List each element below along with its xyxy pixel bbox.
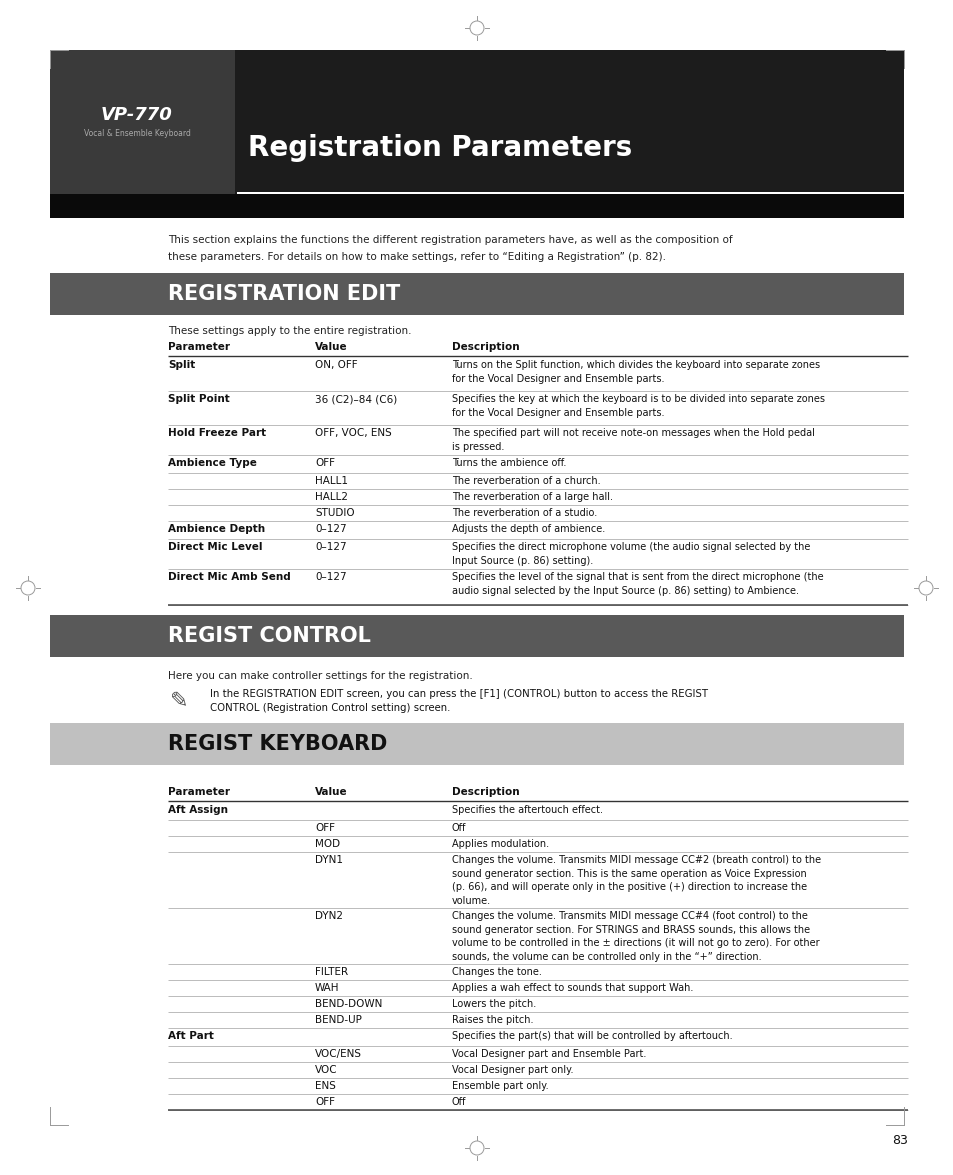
Text: 0–127: 0–127 <box>314 542 346 552</box>
Text: Vocal Designer part only.: Vocal Designer part only. <box>452 1065 573 1075</box>
Text: CONTROL (Registration Control setting) screen.: CONTROL (Registration Control setting) s… <box>210 703 450 713</box>
Text: REGIST CONTROL: REGIST CONTROL <box>168 626 371 646</box>
Text: Ambience Type: Ambience Type <box>168 458 256 468</box>
Bar <box>50 615 903 657</box>
Text: VOC/ENS: VOC/ENS <box>314 1049 361 1059</box>
Text: This section explains the functions the different registration parameters have, : This section explains the functions the … <box>168 235 732 246</box>
Text: Adjusts the depth of ambience.: Adjusts the depth of ambience. <box>452 524 604 533</box>
Text: Value: Value <box>314 787 347 797</box>
Text: Ambience Depth: Ambience Depth <box>168 524 265 533</box>
Text: VP-770: VP-770 <box>101 106 172 125</box>
Text: Parameter: Parameter <box>168 787 230 797</box>
Text: MOD: MOD <box>314 839 340 850</box>
Text: OFF: OFF <box>314 822 335 833</box>
Text: Description: Description <box>452 342 519 352</box>
Text: Specifies the key at which the keyboard is to be divided into separate zones
for: Specifies the key at which the keyboard … <box>452 394 824 417</box>
Text: The specified part will not receive note-on messages when the Hold pedal
is pres: The specified part will not receive note… <box>452 428 814 451</box>
Text: OFF: OFF <box>314 1097 335 1107</box>
Bar <box>50 194 903 219</box>
Text: Off: Off <box>452 822 466 833</box>
Text: BEND-UP: BEND-UP <box>314 1015 361 1025</box>
Text: ENS: ENS <box>314 1081 335 1092</box>
Text: Specifies the part(s) that will be controlled by aftertouch.: Specifies the part(s) that will be contr… <box>452 1030 732 1041</box>
Text: Specifies the aftertouch effect.: Specifies the aftertouch effect. <box>452 805 602 815</box>
Text: Hold Freeze Part: Hold Freeze Part <box>168 428 266 438</box>
Text: Direct Mic Amb Send: Direct Mic Amb Send <box>168 572 291 582</box>
Text: Ensemble part only.: Ensemble part only. <box>452 1081 548 1092</box>
Text: 83: 83 <box>891 1134 907 1147</box>
Text: STUDIO: STUDIO <box>314 508 355 518</box>
Text: Split: Split <box>168 360 195 370</box>
Text: these parameters. For details on how to make settings, refer to “Editing a Regis: these parameters. For details on how to … <box>168 251 665 262</box>
Text: Vocal & Ensemble Keyboard: Vocal & Ensemble Keyboard <box>84 128 191 137</box>
Text: REGIST KEYBOARD: REGIST KEYBOARD <box>168 734 387 754</box>
Text: The reverberation of a studio.: The reverberation of a studio. <box>452 508 597 518</box>
Text: Here you can make controller settings for the registration.: Here you can make controller settings fo… <box>168 671 473 682</box>
Bar <box>50 273 903 315</box>
Text: Raises the pitch.: Raises the pitch. <box>452 1015 533 1025</box>
Text: BEND-DOWN: BEND-DOWN <box>314 999 382 1009</box>
Text: Changes the tone.: Changes the tone. <box>452 967 541 976</box>
Text: Turns on the Split function, which divides the keyboard into separate zones
for : Turns on the Split function, which divid… <box>452 360 820 383</box>
Text: 0–127: 0–127 <box>314 572 346 582</box>
Text: Split Point: Split Point <box>168 394 230 404</box>
Text: ✎: ✎ <box>170 691 189 711</box>
Text: HALL2: HALL2 <box>314 492 348 502</box>
Text: The reverberation of a church.: The reverberation of a church. <box>452 476 600 486</box>
Text: Registration Parameters: Registration Parameters <box>248 134 632 162</box>
Text: The reverberation of a large hall.: The reverberation of a large hall. <box>452 492 613 502</box>
Text: These settings apply to the entire registration.: These settings apply to the entire regis… <box>168 325 411 336</box>
Text: DYN1: DYN1 <box>314 855 343 865</box>
Text: Parameter: Parameter <box>168 342 230 352</box>
Bar <box>50 51 903 219</box>
Text: WAH: WAH <box>314 983 339 993</box>
Bar <box>236 192 903 194</box>
Text: Applies a wah effect to sounds that support Wah.: Applies a wah effect to sounds that supp… <box>452 983 693 993</box>
Text: Direct Mic Level: Direct Mic Level <box>168 542 262 552</box>
Text: ON, OFF: ON, OFF <box>314 360 357 370</box>
Text: REGISTRATION EDIT: REGISTRATION EDIT <box>168 284 400 304</box>
Text: Aft Part: Aft Part <box>168 1030 213 1041</box>
Text: Aft Assign: Aft Assign <box>168 805 228 815</box>
Bar <box>50 51 234 219</box>
Text: Specifies the direct microphone volume (the audio signal selected by the
Input S: Specifies the direct microphone volume (… <box>452 542 809 565</box>
Text: VOC: VOC <box>314 1065 337 1075</box>
Text: OFF, VOC, ENS: OFF, VOC, ENS <box>314 428 392 438</box>
Bar <box>50 723 903 765</box>
Text: Vocal Designer part and Ensemble Part.: Vocal Designer part and Ensemble Part. <box>452 1049 646 1059</box>
Text: Changes the volume. Transmits MIDI message CC#2 (breath control) to the
sound ge: Changes the volume. Transmits MIDI messa… <box>452 855 821 906</box>
Text: 36 (C2)–84 (C6): 36 (C2)–84 (C6) <box>314 394 396 404</box>
Text: Turns the ambience off.: Turns the ambience off. <box>452 458 566 468</box>
Text: HALL1: HALL1 <box>314 476 348 486</box>
Text: Changes the volume. Transmits MIDI message CC#4 (foot control) to the
sound gene: Changes the volume. Transmits MIDI messa… <box>452 911 819 962</box>
Text: Applies modulation.: Applies modulation. <box>452 839 549 850</box>
Text: FILTER: FILTER <box>314 967 348 976</box>
Text: OFF: OFF <box>314 458 335 468</box>
Text: Value: Value <box>314 342 347 352</box>
Text: Off: Off <box>452 1097 466 1107</box>
Text: In the REGISTRATION EDIT screen, you can press the [F1] (CONTROL) button to acce: In the REGISTRATION EDIT screen, you can… <box>210 689 707 699</box>
Text: 0–127: 0–127 <box>314 524 346 533</box>
Text: DYN2: DYN2 <box>314 911 343 921</box>
Text: Lowers the pitch.: Lowers the pitch. <box>452 999 536 1009</box>
Text: Description: Description <box>452 787 519 797</box>
Text: Specifies the level of the signal that is sent from the direct microphone (the
a: Specifies the level of the signal that i… <box>452 572 822 596</box>
